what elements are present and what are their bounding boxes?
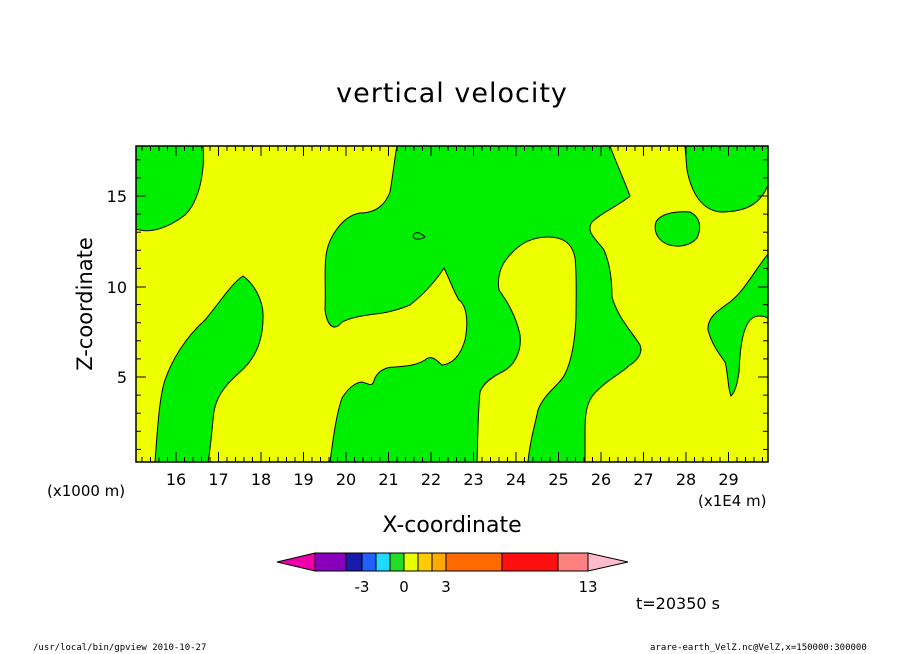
colorbar-extend-low [276,552,316,572]
colorbar: -3 0 3 13 [276,552,629,596]
colorbar-segment [361,552,377,572]
x-tick-label: 23 [463,470,483,489]
x-tick-label: 26 [591,470,611,489]
x-tick-label: 17 [208,470,228,489]
time-label: t=20350 s [636,594,720,613]
x-tick-label: 22 [421,470,441,489]
chart-title: vertical velocity [336,78,568,109]
colorbar-segment [417,552,433,572]
x-tick-label: 27 [633,470,653,489]
x-tick-label: 25 [548,470,568,489]
x-tick-label: 16 [166,470,186,489]
footer-right: arare-earth_VelZ.nc@VelZ,x=150000:300000 [650,643,867,653]
colorbar-segment [445,552,503,572]
colorbar-segment [431,552,447,572]
colorbar-tick-label: 13 [578,578,597,596]
negative-region [654,211,701,247]
colorbar-segment [557,552,589,572]
y-tick-label: 10 [107,278,127,297]
x-secondary-unit-label: (x1E4 m) [698,492,767,510]
x-tick-label: 21 [378,470,398,489]
negative-region [684,146,768,213]
colorbar-segment [345,552,363,572]
colorbar-tick-label: -3 [355,578,370,596]
colorbar-segment [314,552,347,572]
colorbar-extend-high [587,552,629,572]
axis-tick-labels: 16 17 18 19 20 21 22 23 24 25 26 27 28 29 5 10 15 [107,187,739,489]
x-tick-label: 28 [676,470,696,489]
x-axis-label: X-coordinate [382,513,522,538]
x-tick-label: 18 [251,470,271,489]
colorbar-tick-label: 0 [399,578,409,596]
negative-region [707,253,768,397]
x-tick-label: 19 [293,470,313,489]
colorbar-tick-label: 3 [441,578,451,596]
colorbar-segment [403,552,419,572]
negative-region [324,146,642,462]
x-tick-label: 24 [506,470,526,489]
negative-region [412,232,426,240]
x-tick-label: 29 [718,470,738,489]
negative-regions [136,146,768,462]
x-tick-label: 20 [336,470,356,489]
y-tick-label: 15 [107,187,127,206]
y-axis-label: Z-coordinate [73,237,97,371]
negative-region [136,146,204,232]
footer-left: /usr/local/bin/gpview 2010-10-27 [33,643,207,653]
x-unit-label: (x1000 m) [47,482,126,500]
colorbar-segment [389,552,405,572]
colorbar-segment [375,552,391,572]
contour-plot [136,146,768,462]
axis-ticks [136,146,768,462]
colorbar-segment [501,552,559,572]
negative-region [154,275,264,462]
plot-frame [135,145,769,463]
y-tick-label: 5 [117,368,127,387]
